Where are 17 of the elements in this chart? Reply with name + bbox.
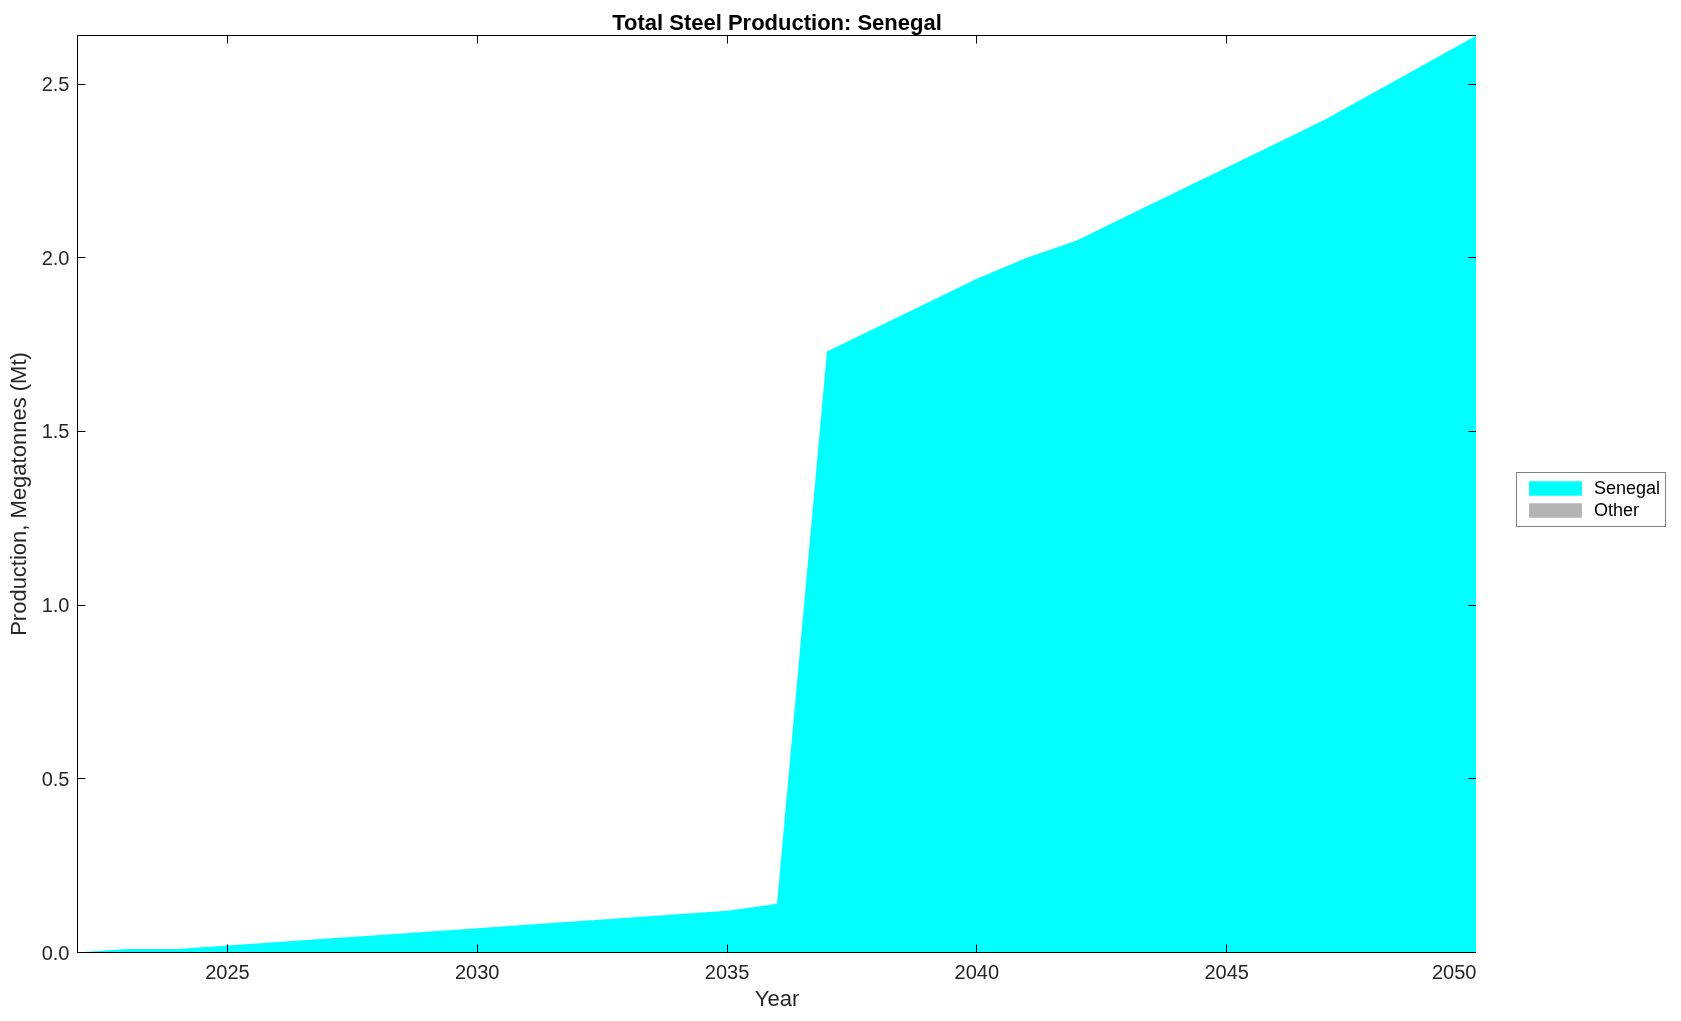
y-tick-label: 1.0 [41,594,70,617]
y-tick-label: 1.5 [41,420,70,443]
x-tick-label: 2030 [454,960,500,983]
x-tick-label: 2050 [1432,960,1477,983]
chart-title: Total Steel Production: Senegal [612,9,942,35]
x-axis-title: Year [754,985,800,1011]
x-tick-label: 2040 [954,960,1000,983]
x-tick-label: 2025 [205,960,250,983]
y-axis-title: Production, Megatonnes (Mt) [5,352,31,636]
x-tick-label: 2045 [1204,960,1249,983]
x-tick-label: 2035 [704,960,750,983]
y-tick-label: 2.5 [41,73,70,96]
legend-label: Senegal [1594,477,1661,499]
y-tick-label: 2.0 [41,246,70,269]
legend-label: Other [1594,499,1640,521]
y-tick-label: 0.0 [41,941,70,964]
y-tick-label: 0.5 [41,767,70,790]
